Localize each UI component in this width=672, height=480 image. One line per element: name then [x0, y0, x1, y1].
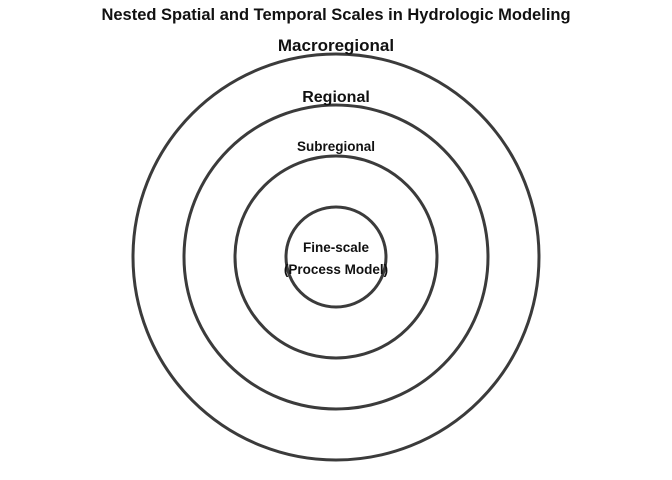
- diagram-title: Nested Spatial and Temporal Scales in Hy…: [101, 6, 570, 24]
- subregional-label: Subregional: [297, 139, 375, 154]
- regional-ring: [182, 103, 490, 411]
- subregional-ring: [233, 154, 439, 360]
- fine-scale-sublabel: (Process Model): [284, 262, 388, 277]
- fine-scale-ring: [284, 205, 388, 309]
- macroregional-ring: [131, 52, 541, 462]
- macroregional-label: Macroregional: [278, 36, 394, 55]
- regional-label: Regional: [302, 89, 370, 106]
- fine-scale-label: Fine-scale: [303, 240, 370, 255]
